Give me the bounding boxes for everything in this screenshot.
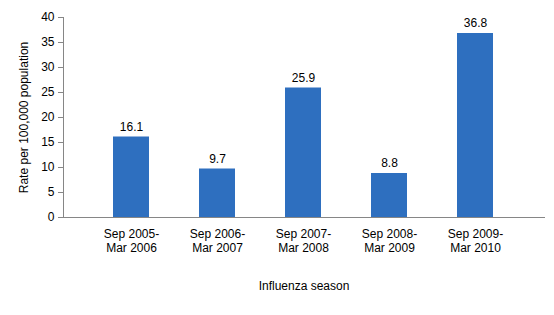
svg-text:Influenza season: Influenza season <box>259 279 350 293</box>
svg-text:Sep 2007-Mar 2008: Sep 2007-Mar 2008 <box>276 227 331 255</box>
svg-text:9.7: 9.7 <box>209 152 226 166</box>
svg-text:Sep 2009-Mar 2010: Sep 2009-Mar 2010 <box>448 227 503 255</box>
svg-text:16.1: 16.1 <box>120 120 144 134</box>
svg-text:Sep 2006-Mar 2007: Sep 2006-Mar 2007 <box>190 227 245 255</box>
svg-text:40: 40 <box>41 10 55 24</box>
svg-text:Sep 2008-Mar 2009: Sep 2008-Mar 2009 <box>362 227 417 255</box>
svg-text:10: 10 <box>41 160 55 174</box>
svg-text:30: 30 <box>41 60 55 74</box>
svg-text:25.9: 25.9 <box>292 71 316 85</box>
svg-text:Rate per 100,000 population: Rate per 100,000 population <box>17 42 31 193</box>
svg-text:5: 5 <box>48 185 55 199</box>
svg-text:0: 0 <box>48 210 55 224</box>
svg-text:35: 35 <box>41 35 55 49</box>
svg-text:20: 20 <box>41 110 55 124</box>
svg-text:8.8: 8.8 <box>381 156 398 170</box>
svg-text:15: 15 <box>41 135 55 149</box>
svg-text:Sep 2005-Mar 2006: Sep 2005-Mar 2006 <box>104 227 159 255</box>
svg-text:25: 25 <box>41 85 55 99</box>
svg-text:36.8: 36.8 <box>464 16 488 30</box>
